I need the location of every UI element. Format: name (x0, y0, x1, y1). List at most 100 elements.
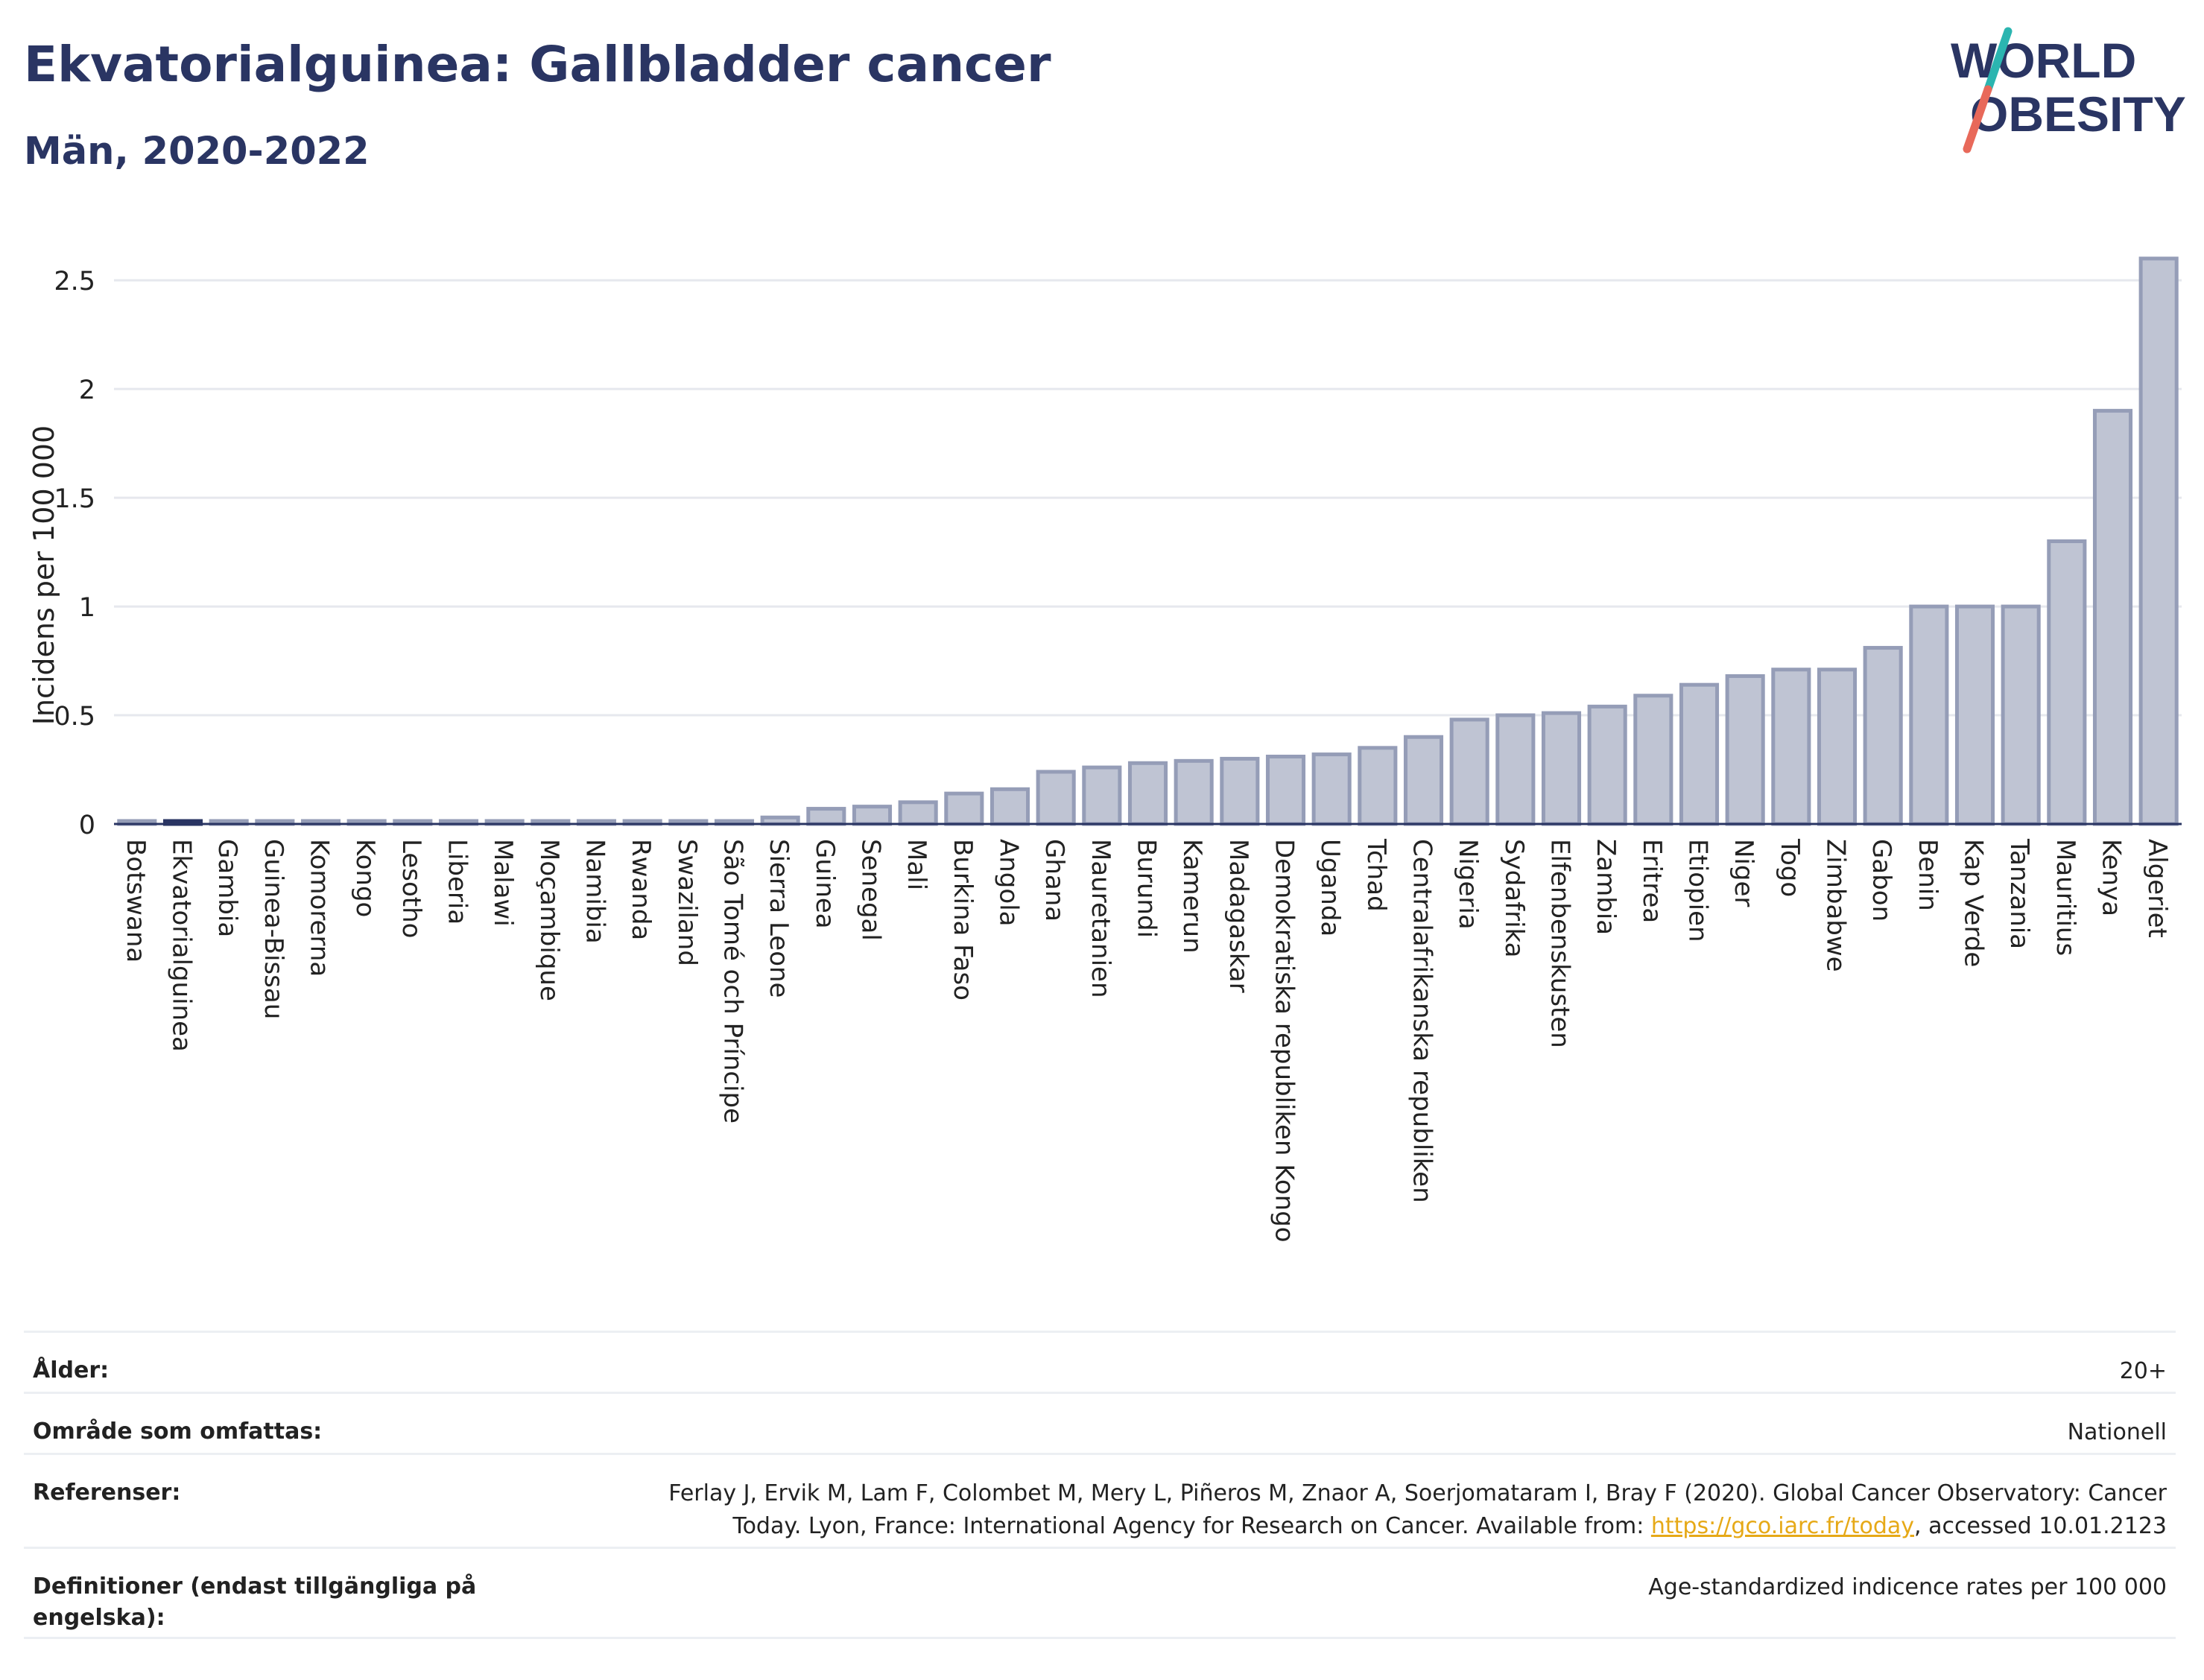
x-tick-label: Niger (1729, 839, 1758, 907)
meta-value-age: 20+ (2119, 1358, 2167, 1384)
x-tick-label: Kap Verde (1959, 839, 1989, 967)
bar (2047, 539, 2087, 826)
x-tick-label: Eritrea (1637, 839, 1667, 923)
bar-chart: 0 0.5 1 1.5 2 2.5 Botswana Ekvatorialguinea Gam… (28, 256, 2182, 1243)
x-tick-label: Lesotho (396, 839, 426, 938)
x-tick-label: Tanzania (2004, 838, 2034, 949)
x-tick-label: Ghana (1039, 839, 1069, 922)
x-tick-label: Gabon (1866, 839, 1896, 922)
x-tick-label: Burundi (1132, 839, 1162, 938)
bar (806, 807, 846, 826)
meta-label-age: Ålder: (33, 1357, 110, 1383)
x-tick-label: Mali (902, 839, 931, 890)
x-tick-label: Sierra Leone (764, 839, 794, 998)
bar (898, 800, 938, 826)
x-tick-label: Burkina Faso (948, 839, 978, 1001)
meta-value-definitions: Age-standardized indicence rates per 100… (1648, 1574, 2167, 1600)
y-axis-ticks: 0 0.5 1 1.5 2 2.5 (54, 267, 95, 840)
x-tick-label: Angola (994, 839, 1024, 926)
reference-link[interactable]: https://gco.iarc.fr/today (1650, 1513, 1915, 1539)
logo-slash-red (1963, 85, 1992, 153)
bar (1863, 646, 1903, 826)
bar (1909, 604, 1949, 826)
logo-line1: WORLD (1951, 33, 2136, 88)
bar (1817, 668, 1858, 826)
x-tick-label: Ekvatorialguinea (167, 839, 197, 1052)
reference-text-1: Ferlay J, Ervik M, Lam F, Colombet M, Me… (668, 1480, 2167, 1506)
x-tick-label: Benin (1913, 839, 1942, 911)
x-tick-label: Gambia (212, 839, 242, 937)
bar (2001, 604, 2041, 826)
bar (1311, 752, 1352, 826)
bar (989, 787, 1030, 826)
x-tick-label: Zambia (1591, 839, 1621, 935)
bar (1771, 668, 1811, 826)
x-tick-label: Madagaskar (1223, 839, 1253, 993)
meta-label-definitions: Definitioner (endast tillgängliga på eng… (33, 1573, 477, 1631)
x-tick-label: Mauretanien (1086, 839, 1115, 998)
meta-row-references: Referenser: Ferlay J, Ervik M, Lam F, Co… (24, 1453, 2176, 1547)
x-tick-label: São Tomé och Príncipe (718, 839, 748, 1123)
x-tick-label: Uganda (1315, 839, 1345, 936)
x-tick-label: Swaziland (672, 839, 702, 966)
bar (1725, 673, 1765, 826)
bar (2138, 256, 2179, 826)
bar (1265, 755, 1306, 826)
y-tick-label: 2.5 (54, 267, 95, 297)
y-axis-label: Incidens per 100 000 (28, 425, 60, 726)
chart-gridlines (114, 279, 2182, 717)
reference-text-3: , accessed 10.01.2123 (1914, 1513, 2167, 1539)
bar (1633, 694, 1673, 826)
x-tick-label: Liberia (443, 839, 472, 925)
world-obesity-logo: WORLD OBESITY (1951, 27, 2186, 153)
meta-label-references: Referenser: (33, 1480, 181, 1506)
logo-line2: OBESITY (1970, 86, 2186, 142)
bar (1954, 604, 1995, 826)
bar (1587, 704, 1627, 826)
reference-text-2: Today. Lyon, France: International Agenc… (732, 1513, 1651, 1539)
x-tick-label: Kenya (2097, 839, 2127, 916)
metadata-table: Ålder: 20+ Område som omfattas: Nationel… (24, 1331, 2176, 1639)
bars (117, 256, 2179, 826)
page-subtitle: Män, 2020-2022 (24, 130, 370, 174)
page-title: Ekvatorialguinea: Gallbladder cancer (24, 36, 1051, 93)
x-tick-label: Mauritius (2051, 839, 2080, 956)
bar (944, 791, 984, 826)
x-tick-label: Senegal (856, 839, 886, 941)
x-tick-label: Etiopien (1683, 839, 1713, 942)
x-tick-label: Namibia (580, 839, 610, 944)
meta-row-definitions: Definitioner (endast tillgängliga på eng… (24, 1547, 2176, 1639)
meta-row-area: Område som omfattas: Nationell (24, 1392, 2176, 1453)
x-tick-label: Tchad (1361, 838, 1391, 912)
bar (1174, 758, 1214, 826)
x-tick-label: Komorerna (305, 839, 335, 977)
y-tick-label: 1 (79, 593, 95, 623)
x-tick-label: Moçambique (534, 839, 564, 1001)
x-tick-label: Togo (1775, 838, 1805, 897)
bar (1036, 770, 1076, 826)
x-tick-label: Sydafrika (1499, 839, 1529, 957)
y-tick-label: 2 (79, 375, 95, 405)
y-tick-label: 1.5 (54, 484, 95, 514)
x-tick-label: Kongo (350, 839, 380, 917)
bar (1082, 765, 1122, 826)
bar (1541, 711, 1582, 826)
meta-row-age: Ålder: 20+ (24, 1331, 2176, 1392)
x-axis-labels: Botswana Ekvatorialguinea Gambia Guinea-Bis… (121, 838, 2172, 1243)
x-tick-label: Kamerun (1177, 839, 1207, 954)
x-tick-label: Zimbabwe (1821, 839, 1851, 972)
x-tick-label: Demokratiska republiken Kongo (1270, 839, 1299, 1243)
bar (1127, 761, 1168, 826)
bar (1220, 756, 1260, 826)
bar (1495, 713, 1536, 826)
x-tick-label: Guinea (810, 839, 840, 929)
bar (1358, 746, 1398, 826)
meta-label-area: Område som omfattas: (33, 1419, 323, 1445)
meta-value-area: Nationell (2067, 1419, 2167, 1445)
logo-slash-teal (1983, 27, 2013, 94)
x-tick-label: Rwanda (626, 839, 656, 940)
x-tick-label: Malawi (488, 839, 518, 927)
y-tick-label: 0.5 (54, 702, 95, 732)
x-tick-label: Nigeria (1453, 839, 1483, 930)
x-tick-label: Algeriet (2142, 839, 2172, 938)
